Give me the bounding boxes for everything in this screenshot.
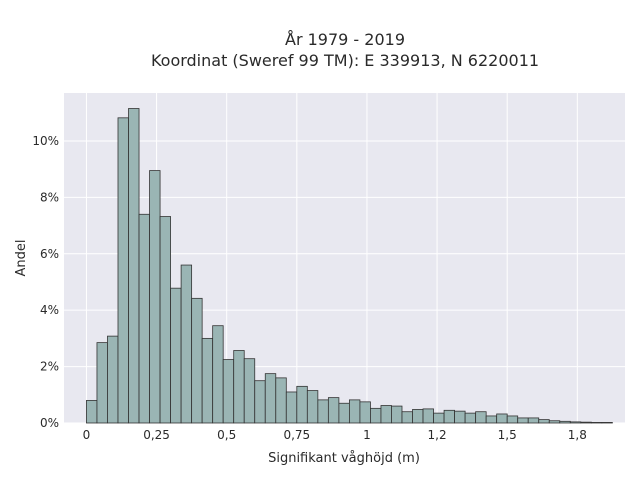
y-tick-label: 2% xyxy=(40,360,59,374)
histogram-bar xyxy=(233,350,245,424)
histogram-bar xyxy=(254,380,266,424)
histogram-bar xyxy=(212,325,224,424)
histogram-bar xyxy=(338,402,350,424)
histogram-bar xyxy=(590,422,603,424)
histogram-bar xyxy=(149,170,161,424)
histogram-bar xyxy=(201,337,214,424)
histogram-bar xyxy=(222,359,235,424)
histogram-bar xyxy=(191,297,203,424)
chart-title-line-1: År 1979 - 2019 xyxy=(285,30,405,49)
histogram-bar xyxy=(496,413,508,424)
histogram-bar xyxy=(359,401,371,424)
histogram-bar xyxy=(527,417,540,424)
x-axis-label: Signifikant våghöjd (m) xyxy=(268,451,420,466)
histogram-bar xyxy=(180,264,193,424)
x-tick-label: 1,8 xyxy=(568,428,587,442)
histogram-bar xyxy=(559,420,571,424)
y-tick-label: 10% xyxy=(32,134,59,148)
x-tick-label: 0,5 xyxy=(217,428,236,442)
histogram-bar xyxy=(538,419,550,424)
y-tick-label: 4% xyxy=(40,303,59,317)
histogram-bar xyxy=(454,410,466,424)
histogram-bar xyxy=(128,108,140,424)
histogram-bar xyxy=(327,397,340,424)
histogram-bar xyxy=(548,420,561,424)
y-tick-label: 6% xyxy=(40,247,59,261)
histogram-bar xyxy=(391,405,403,424)
histogram-bar xyxy=(422,408,434,424)
histogram-bar xyxy=(349,399,361,424)
histogram-bar xyxy=(170,287,182,424)
histogram-bars xyxy=(86,108,613,424)
x-tick-label: 1 xyxy=(363,428,371,442)
x-tick-label: 1,5 xyxy=(498,428,517,442)
histogram-bar xyxy=(506,415,519,424)
y-tick-labels: 0% 2% 4% 6% 8% 10% xyxy=(32,134,59,430)
histogram-bar xyxy=(380,405,392,424)
histogram-bar xyxy=(285,391,298,424)
chart-title-line-2: Koordinat (Sweref 99 TM): E 339913, N 62… xyxy=(151,51,539,70)
histogram-bar xyxy=(275,377,287,424)
histogram-bar xyxy=(433,412,445,424)
x-gridlines xyxy=(85,93,578,423)
histogram-bar xyxy=(443,409,455,424)
histogram-bar xyxy=(401,411,413,424)
histogram-bar xyxy=(475,411,487,424)
histogram-bar xyxy=(86,400,98,424)
y-tick-label: 0% xyxy=(40,416,59,430)
histogram-bar xyxy=(569,421,582,424)
histogram-bar xyxy=(96,342,108,424)
histogram-bar xyxy=(485,415,498,424)
x-tick-label: 0,75 xyxy=(283,428,310,442)
histogram-bar xyxy=(317,399,329,424)
histogram-bar xyxy=(370,407,382,424)
histogram-bar xyxy=(159,216,171,424)
histogram-bar xyxy=(580,421,592,424)
x-tick-label: 1,2 xyxy=(428,428,447,442)
histogram-bar xyxy=(412,409,424,424)
histogram-bar xyxy=(117,117,129,424)
x-tick-labels: 0 0,25 0,5 0,75 1 1,2 1,5 1,8 xyxy=(83,428,587,442)
histogram-bar xyxy=(296,385,308,424)
histogram-bar xyxy=(306,390,319,424)
histogram-bar xyxy=(464,412,477,424)
histogram-bar xyxy=(601,422,613,424)
histogram-bar xyxy=(264,373,277,424)
x-tick-label: 0 xyxy=(83,428,91,442)
x-tick-label: 0,25 xyxy=(143,428,170,442)
y-axis-label: Andel xyxy=(14,240,29,277)
histogram-bar xyxy=(517,417,529,424)
histogram-bar xyxy=(243,358,256,424)
histogram-bar xyxy=(107,335,119,424)
histogram-bar xyxy=(138,213,150,424)
y-tick-label: 8% xyxy=(40,190,59,204)
